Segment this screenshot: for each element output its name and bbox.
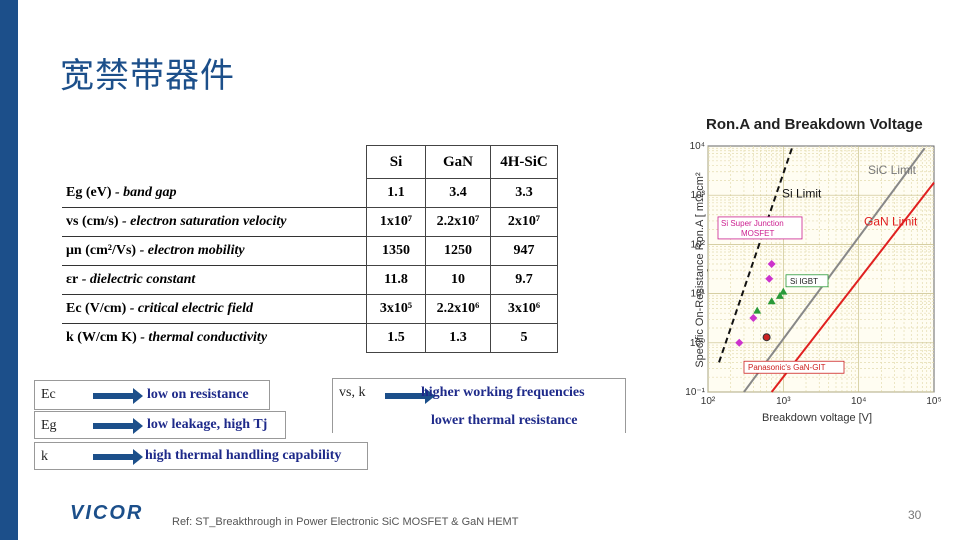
cell: 1250 <box>425 236 491 266</box>
arrow-icon <box>93 418 143 434</box>
cell: 10 <box>425 265 491 295</box>
row-desc: - thermal conductivity <box>136 330 268 346</box>
data-point <box>735 338 744 347</box>
si-limit-label: Si Limit <box>782 186 822 200</box>
y-tick-label: 10⁴ <box>690 141 705 152</box>
table-header-row: Si GaN 4H-SiC <box>62 145 558 179</box>
data-point <box>767 297 776 305</box>
x-tick-label: 10³ <box>776 396 791 407</box>
row-desc: - electron mobility <box>136 243 245 258</box>
x-tick-label: 10⁵ <box>926 396 941 407</box>
implication-vs: vs, k higher working frequencies lower t… <box>332 378 626 433</box>
cell: 3x10⁶ <box>490 294 558 324</box>
row-desc: - dielectric constant <box>78 272 196 287</box>
data-point <box>749 313 758 322</box>
cell: 1350 <box>366 236 426 266</box>
cell: 11.8 <box>366 265 426 295</box>
data-point <box>775 291 784 299</box>
table-row: εr - dielectric constant 11.8 10 9.7 <box>62 265 558 295</box>
arrow-icon <box>93 449 143 465</box>
limit-line <box>743 147 926 393</box>
cell: 2x10⁷ <box>490 207 558 237</box>
implication-text: low leakage, high Tj <box>147 417 268 432</box>
y-tick-label: 10⁻¹ <box>685 387 705 398</box>
data-point <box>779 287 788 295</box>
data-point <box>762 333 771 342</box>
header-gan: GaN <box>425 145 491 179</box>
reference-text: Ref: ST_Breakthrough in Power Electronic… <box>172 516 519 528</box>
cell: 2.2x10⁶ <box>425 294 491 324</box>
row-symbol: Ec (V/cm) <box>66 301 127 316</box>
annotation-label: Si IGBT <box>790 277 818 286</box>
cell: 1x10⁷ <box>366 207 426 237</box>
annotation-box <box>785 274 829 288</box>
arrow-icon <box>93 388 143 404</box>
row-symbol: vs (cm/s) <box>66 214 119 229</box>
page-number: 30 <box>908 508 922 522</box>
implication-eg: Eg low leakage, high Tj <box>34 411 286 439</box>
implication-k: k high thermal handling capability <box>34 442 368 470</box>
sic-limit-label: SiC Limit <box>868 163 917 177</box>
header-sic: 4H-SiC <box>490 145 558 179</box>
row-symbol: εr <box>66 272 79 287</box>
implication-symbol: Ec <box>41 387 56 402</box>
row-symbol: Eg (eV) <box>66 184 112 200</box>
table-row: vs (cm/s) - electron saturation velocity… <box>62 207 558 237</box>
annotation-box <box>717 216 803 240</box>
table-row: Eg (eV) - band gap 1.1 3.4 3.3 <box>62 178 558 208</box>
y-tick-label: 10¹ <box>691 289 706 300</box>
cell: 947 <box>490 236 558 266</box>
gan-limit-label: GaN Limit <box>864 215 918 229</box>
row-desc: - band gap <box>111 184 177 200</box>
data-point <box>767 259 776 268</box>
chart-xlabel: Breakdown voltage [V] <box>762 412 873 424</box>
row-symbol: μn (cm²/Vs) <box>66 243 137 258</box>
cell: 9.7 <box>490 265 558 295</box>
cell: 1.5 <box>366 323 426 353</box>
implication-text-2: lower thermal resistance <box>431 413 578 428</box>
x-tick-label: 10² <box>701 396 716 407</box>
cell: 2.2x10⁷ <box>425 207 491 237</box>
y-tick-label: 10⁰ <box>690 338 705 349</box>
limit-line <box>718 147 793 363</box>
x-tick-label: 10⁴ <box>851 396 866 407</box>
arrow-icon <box>385 388 435 404</box>
vicor-logo: VICOR <box>70 502 144 524</box>
implication-ec: Ec low on resistance <box>34 380 270 410</box>
table-row: Ec (V/cm) - critical electric field 3x10… <box>62 294 558 324</box>
table-row: k (W/cm K) - thermal conductivity 1.5 1.… <box>62 323 558 353</box>
implication-symbol: Eg <box>41 418 57 433</box>
implication-text: higher working frequencies <box>421 385 585 400</box>
implication-text: high thermal handling capability <box>145 448 342 463</box>
table-row: μn (cm²/Vs) - electron mobility 1350 125… <box>62 236 558 266</box>
limit-line <box>770 182 935 393</box>
implication-symbol: vs, k <box>339 385 366 400</box>
left-accent-bar <box>0 0 18 540</box>
cell: 1.1 <box>366 178 426 208</box>
annotation-box <box>743 360 845 374</box>
annotation-label: Si Super Junction <box>721 219 784 228</box>
cell: 3x10⁵ <box>366 294 426 324</box>
annotation-label: MOSFET <box>741 229 774 238</box>
cell: 1.3 <box>425 323 491 353</box>
cell: 3.4 <box>425 178 491 208</box>
data-point <box>765 274 774 283</box>
y-tick-label: 10³ <box>691 190 706 201</box>
row-desc: - critical electric field <box>126 301 253 316</box>
header-si: Si <box>366 145 426 179</box>
data-point <box>753 306 762 314</box>
y-tick-label: 10² <box>691 239 706 250</box>
implication-symbol: k <box>41 449 48 464</box>
property-table: Si GaN 4H-SiC Eg (eV) - band gap 1.1 3.4… <box>62 145 558 353</box>
chart-title: Ron.A and Breakdown Voltage <box>706 116 923 133</box>
row-symbol: k (W/cm K) <box>66 330 137 346</box>
slide-title: 宽禁带器件 <box>60 56 235 96</box>
annotation-label: Panasonic's GaN-GIT <box>748 363 826 372</box>
cell: 5 <box>490 323 558 353</box>
ron-breakdown-chart: 10² 10³ 10⁴ 10⁵ 10⁻¹ 10⁰ 10¹ 10² 10³ 10⁴ Si Limit S… <box>685 141 941 407</box>
row-desc: - electron saturation velocity <box>118 214 287 229</box>
cell: 3.3 <box>490 178 558 208</box>
implication-text: low on resistance <box>147 387 249 402</box>
